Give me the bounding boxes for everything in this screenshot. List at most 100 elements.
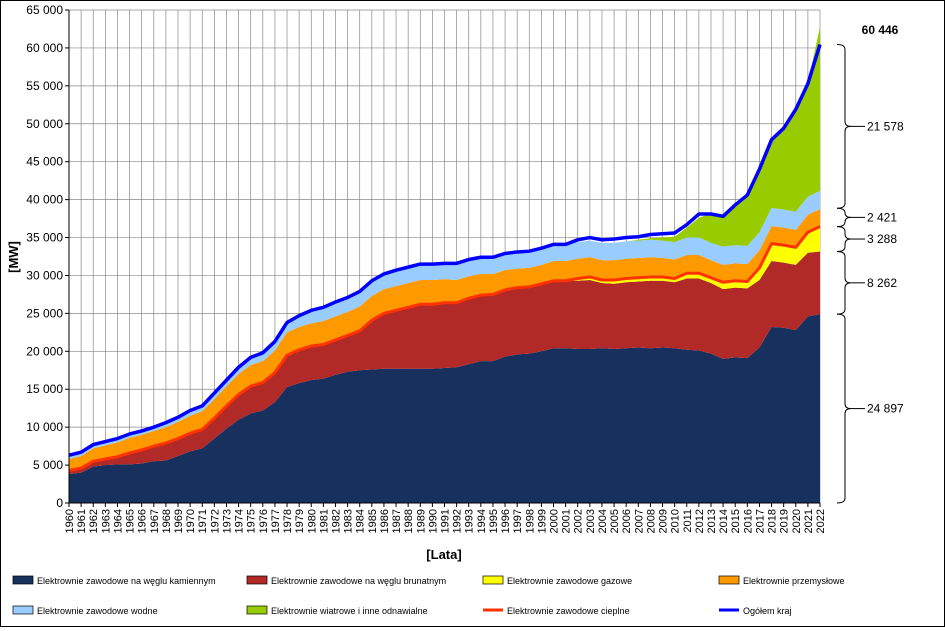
x-tick-label: 1994 — [476, 509, 488, 533]
x-tick-label: 2000 — [549, 509, 561, 533]
brace — [836, 44, 852, 209]
x-tick-label: 1999 — [536, 509, 548, 533]
x-tick-label: 1979 — [294, 509, 306, 533]
brace-label: 24 897 — [867, 402, 904, 416]
x-tick-label: 1998 — [524, 509, 536, 533]
legend-label: Elektrownie zawodowe cieplne — [507, 606, 630, 616]
x-tick-label: 1988 — [403, 509, 415, 533]
legend-swatch — [246, 575, 268, 585]
y-tick-label: 5 000 — [33, 458, 63, 472]
x-tick-label: 1973 — [221, 509, 233, 533]
x-tick-label: 1972 — [209, 509, 221, 533]
x-tick-label: 1987 — [391, 509, 403, 533]
legend-label: Ogółem kraj — [743, 606, 792, 616]
legend: Elektrownie zawodowe na węglu kamiennym E… — [12, 575, 845, 616]
legend-swatch — [12, 605, 34, 615]
brace — [836, 207, 852, 228]
area-series-wodne — [69, 190, 820, 460]
legend-swatch — [718, 575, 740, 585]
x-tick-label: 1980 — [306, 509, 318, 533]
legend-swatch — [482, 575, 504, 585]
y-tick-label: 10 000 — [26, 420, 63, 434]
x-tick-label: 1996 — [500, 509, 512, 533]
x-tick-label: 1990 — [427, 509, 439, 533]
x-tick-label: 2008 — [645, 509, 657, 533]
brace-label: 3 288 — [867, 232, 897, 246]
legend-label: Elektrownie zawodowe gazowe — [507, 576, 632, 586]
brace — [836, 251, 852, 315]
x-tick-label: 2022 — [815, 509, 827, 533]
x-tick-label: 1982 — [330, 509, 342, 533]
x-tick-label: 1962 — [88, 509, 100, 533]
area-series-wiatrowe — [69, 27, 820, 456]
x-tick-label: 2002 — [573, 509, 585, 533]
x-tick-label: 1975 — [246, 509, 258, 533]
brace-label: 8 262 — [867, 276, 897, 290]
total-value-label: 60 446 — [862, 23, 899, 37]
x-tick-label: 1986 — [379, 509, 391, 533]
brace-layer: 21 578 2 421 3 288 8 262 24 897 — [836, 44, 904, 504]
x-tick-label: 1966 — [137, 509, 149, 533]
x-tick-label: 2009 — [658, 509, 670, 533]
y-tick-label: 55 000 — [26, 79, 63, 93]
y-tick-label: 40 000 — [26, 193, 63, 207]
x-tick-label: 2003 — [585, 509, 597, 533]
y-tick-label: 25 000 — [26, 306, 63, 320]
y-tick-label: 15 000 — [26, 382, 63, 396]
axis-layer: 0 5 000 10 000 15 000 20 000 25 000 30 000 35 0… — [26, 3, 827, 533]
x-tick-label: 1976 — [258, 509, 270, 533]
area-series-przemyslowe — [69, 209, 820, 471]
line-series-cieplne — [68, 225, 821, 472]
x-tick-label: 1992 — [452, 509, 464, 533]
legend-swatch — [12, 575, 34, 585]
y-tick-label: 60 000 — [26, 41, 63, 55]
x-tick-label: 1989 — [415, 509, 427, 533]
x-tick-label: 1965 — [125, 509, 137, 533]
x-tick-label: 1993 — [464, 509, 476, 533]
x-tick-label: 2015 — [730, 509, 742, 533]
x-tick-label: 1997 — [512, 509, 524, 533]
y-tick-label: 65 000 — [26, 3, 63, 17]
line-layer — [68, 44, 822, 472]
x-tick-label: 1963 — [100, 509, 112, 533]
x-tick-label: 2012 — [694, 509, 706, 533]
x-tick-label: 2018 — [767, 509, 779, 533]
x-tick-label: 1960 — [64, 509, 76, 533]
legend-label: Elektrownie zawodowe wodne — [37, 606, 158, 616]
x-tick-label: 2017 — [754, 509, 766, 533]
x-tick-label: 1968 — [161, 509, 173, 533]
line-series-ogolem — [68, 44, 822, 457]
x-tick-label: 2013 — [706, 509, 718, 533]
x-tick-label: 1977 — [270, 509, 282, 533]
x-tick-label: 1984 — [355, 509, 367, 533]
x-tick-label: 2010 — [670, 509, 682, 533]
x-tick-label: 2001 — [561, 509, 573, 533]
area-series-kamienny — [69, 314, 820, 503]
x-tick-label: 1985 — [367, 509, 379, 533]
x-axis-title: [Lata] — [426, 547, 461, 562]
x-tick-label: 2005 — [609, 509, 621, 533]
x-tick-label: 1991 — [440, 509, 452, 533]
legend-label: Elektrownie zawodowe na węglu kamiennym — [37, 576, 216, 586]
x-tick-label: 2004 — [597, 509, 609, 533]
y-tick-label: 20 000 — [26, 344, 63, 358]
y-axis-title: [MW] — [6, 241, 21, 273]
x-tick-label: 2020 — [791, 509, 803, 533]
x-tick-label: 1974 — [234, 509, 246, 533]
area-layer — [69, 27, 820, 503]
legend-swatch — [246, 605, 268, 615]
legend-label: Elektrownie wiatrowe i inne odnawialne — [271, 606, 428, 616]
x-tick-label: 2007 — [633, 509, 645, 533]
area-series-brunatny — [69, 251, 820, 475]
x-tick-label: 1971 — [197, 509, 209, 533]
x-tick-label: 1995 — [488, 509, 500, 533]
x-tick-label: 2021 — [803, 509, 815, 533]
brace-label: 21 578 — [867, 119, 904, 133]
x-tick-label: 1983 — [343, 509, 355, 533]
y-tick-label: 30 000 — [26, 268, 63, 282]
x-tick-label: 2016 — [742, 509, 754, 533]
legend-label: Elektrownie zawodowe na węglu brunatnym — [271, 576, 446, 586]
brace — [836, 226, 852, 253]
